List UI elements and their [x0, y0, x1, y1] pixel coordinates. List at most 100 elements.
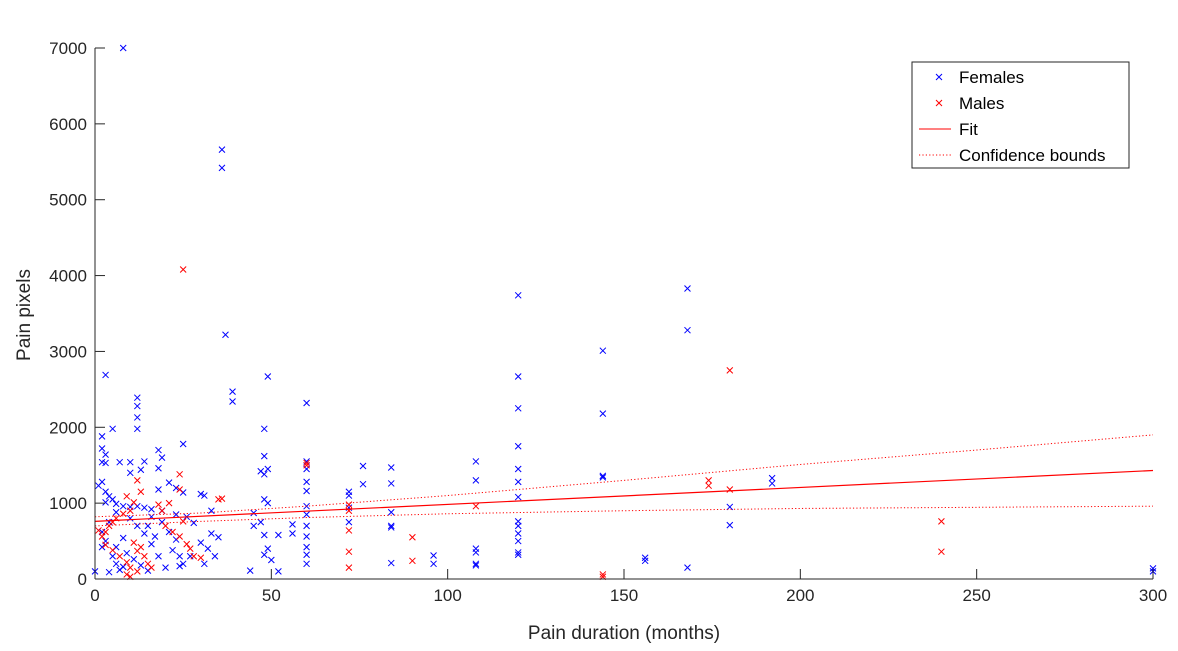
data-point-females: [172, 484, 180, 492]
data-point-males: [102, 528, 109, 536]
data-point-females: [359, 480, 367, 488]
data-point-females: [229, 388, 236, 395]
data-point-males: [938, 517, 945, 525]
confidence-bound-upper: [94, 434, 1154, 518]
data-point-females: [222, 331, 229, 339]
data-point-females: [250, 522, 258, 530]
data-point-females: [260, 452, 268, 460]
data-point-males: [126, 564, 134, 571]
data-point-females: [116, 458, 124, 466]
y-tick-label: 1000: [49, 494, 87, 513]
data-point-females: [109, 552, 116, 560]
data-point-females: [109, 495, 116, 503]
data-point-females: [275, 568, 282, 575]
data-point-females: [141, 458, 148, 465]
data-point-females: [267, 556, 275, 564]
data-point-males: [95, 527, 102, 534]
axes-layer: 0 50 100 150 200 250 3000100020003000400050006…: [49, 39, 1167, 605]
data-point-females: [204, 545, 212, 553]
legend-label-females: Females: [959, 68, 1024, 87]
data-point-females: [200, 560, 208, 568]
data-point-females: [514, 493, 522, 501]
data-point-females: [345, 492, 353, 499]
x-tick-label: 100: [433, 586, 461, 605]
data-point-females: [215, 533, 222, 541]
data-point-females: [684, 326, 691, 334]
data-point-females: [303, 533, 310, 540]
data-point-females: [179, 440, 187, 448]
y-axis-label: Pain pixels: [14, 269, 35, 361]
data-point-females: [260, 531, 268, 539]
data-point-females: [514, 291, 522, 299]
data-point-females: [130, 555, 138, 563]
data-point-females: [98, 433, 106, 440]
data-point-females: [260, 425, 268, 433]
data-point-males: [938, 548, 945, 556]
data-point-females: [208, 530, 215, 537]
data-point-males: [303, 461, 310, 469]
data-point-males: [133, 568, 141, 575]
data-point-females: [264, 545, 272, 553]
data-point-females: [303, 543, 310, 551]
data-point-males: [345, 527, 353, 534]
y-tick-label: 6000: [49, 115, 87, 134]
data-point-males: [130, 539, 138, 546]
data-point-males: [705, 477, 712, 484]
data-point-females: [260, 470, 268, 478]
data-point-females: [197, 490, 205, 498]
y-tick-label: 2000: [49, 418, 87, 437]
data-point-females: [179, 560, 187, 568]
data-point-females: [472, 561, 480, 569]
data-point-females: [208, 507, 215, 515]
data-point-males: [726, 367, 734, 374]
data-point-females: [246, 567, 254, 575]
data-point-females: [158, 454, 166, 461]
data-point-females: [250, 509, 258, 517]
data-point-females: [126, 458, 134, 466]
data-point-males: [165, 499, 173, 507]
data-point-males: [109, 546, 116, 554]
data-point-males: [345, 564, 353, 571]
data-point-males: [141, 552, 148, 560]
data-point-females: [303, 560, 310, 568]
data-point-females: [303, 399, 310, 407]
data-point-females: [190, 519, 198, 527]
data-point-females: [123, 549, 131, 557]
data-point-females: [229, 398, 236, 405]
data-point-females: [275, 531, 282, 539]
data-point-males: [119, 510, 127, 518]
data-point-females: [155, 464, 162, 472]
x-tick-label: 250: [962, 586, 990, 605]
data-point-females: [176, 562, 183, 570]
x-tick-label: 300: [1139, 586, 1167, 605]
fit-line: [94, 469, 1154, 522]
data-point-males: [123, 558, 131, 566]
data-point-females: [430, 560, 437, 568]
data-point-females: [641, 554, 649, 562]
data-point-males: [472, 502, 480, 510]
data-point-females: [430, 552, 437, 559]
data-point-males: [183, 540, 191, 548]
data-point-females: [112, 500, 120, 508]
legend: Females Males Fit Confidence bounds: [911, 61, 1130, 169]
data-point-females: [155, 486, 162, 493]
data-point-males: [98, 533, 106, 540]
data-point-females: [133, 425, 141, 433]
data-point-females: [119, 502, 127, 510]
data-point-females: [137, 466, 145, 474]
data-point-females: [303, 522, 310, 530]
data-point-males: [409, 533, 416, 541]
confidence-bound-lower: [94, 505, 1154, 527]
x-tick-label: 0: [90, 586, 99, 605]
data-point-males: [105, 522, 113, 530]
data-point-females: [387, 524, 395, 531]
data-point-females: [289, 521, 296, 528]
data-point-males: [169, 528, 176, 536]
data-point-females: [141, 504, 148, 512]
data-point-females: [641, 557, 649, 565]
data-point-females: [768, 474, 776, 482]
data-point-females: [105, 568, 113, 576]
data-point-females: [148, 540, 155, 548]
legend-label-fit: Fit: [959, 120, 978, 139]
